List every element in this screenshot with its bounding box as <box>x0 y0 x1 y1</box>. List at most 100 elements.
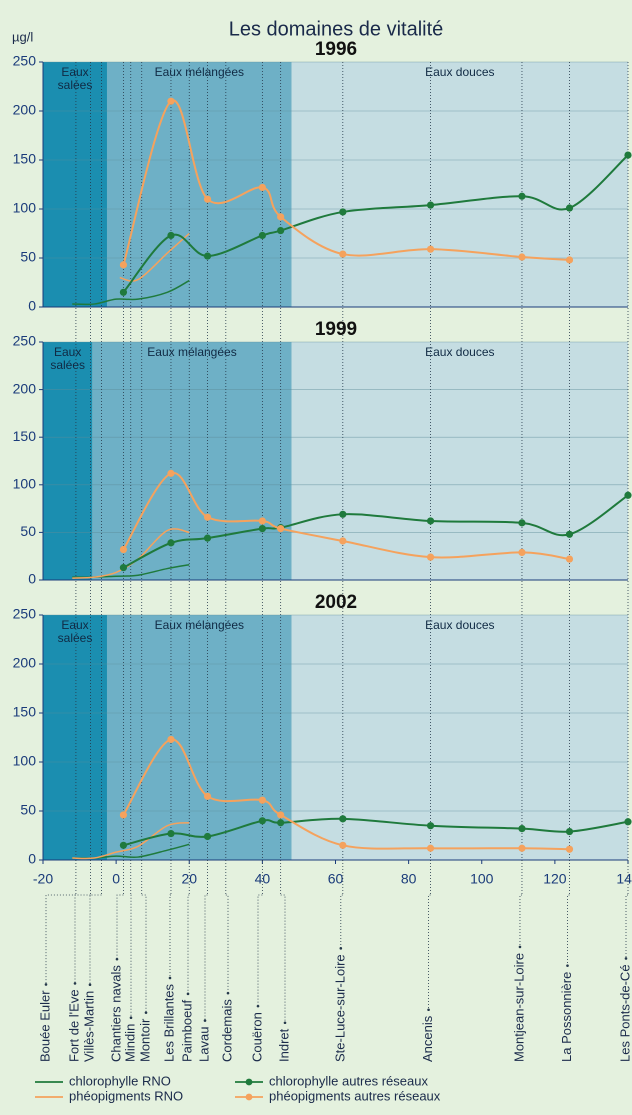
y-tick-label: 150 <box>13 428 37 444</box>
zone-label-box: Eaux douces <box>425 66 495 79</box>
station-label: Les Brillantes <box>161 983 176 1062</box>
x-tick-label: 120 <box>543 871 567 887</box>
point <box>565 827 574 836</box>
zone <box>291 615 628 860</box>
zone-label-box: Eaux salées <box>58 66 93 92</box>
chart-title: Les domaines de vitalité <box>229 18 444 40</box>
y-tick-label: 50 <box>20 802 36 818</box>
station-dot <box>44 983 48 986</box>
point <box>339 537 347 545</box>
zone-label: Eaux douces <box>425 66 495 79</box>
point <box>339 815 347 823</box>
x-tick-label: 80 <box>401 871 417 887</box>
point <box>518 844 526 852</box>
point <box>119 288 128 296</box>
station-label: Montoir <box>137 1018 152 1062</box>
station-dot <box>129 1016 133 1020</box>
point <box>426 844 435 852</box>
x-tick-label: 140 <box>616 871 632 887</box>
station-dot <box>518 945 522 949</box>
y-tick-label: 200 <box>13 380 37 396</box>
point <box>119 564 128 572</box>
zone <box>43 615 107 860</box>
panel-title: 1996 <box>315 39 357 60</box>
station-label: La Possonnière <box>559 972 574 1062</box>
y-tick-label: 150 <box>13 151 37 167</box>
x-tick-label: 100 <box>470 871 494 887</box>
y-tick-label: 0 <box>28 298 36 314</box>
station-label: Indret <box>276 1028 291 1062</box>
station-connector <box>204 894 208 1021</box>
point <box>203 534 212 542</box>
y-tick-label: 250 <box>13 53 37 69</box>
y-tick-label: 100 <box>13 476 37 492</box>
station-label: Montjean-sur-Loire <box>511 953 526 1062</box>
point <box>277 226 285 235</box>
point <box>258 231 266 240</box>
legend-marker <box>245 1093 253 1101</box>
point <box>339 250 347 258</box>
series-line <box>72 279 190 306</box>
zone <box>291 342 628 580</box>
series-line <box>123 817 629 847</box>
zone-label: Eaux douces <box>425 346 495 359</box>
zone-label: Eaux mélangées <box>154 619 244 632</box>
point <box>518 519 526 527</box>
point <box>518 548 526 556</box>
point <box>203 792 212 800</box>
series-line <box>122 154 629 293</box>
point <box>203 195 212 203</box>
station-dot <box>256 1004 260 1008</box>
station-dot <box>73 982 77 985</box>
y-tick-label: 0 <box>28 851 36 867</box>
y-tick-label: 100 <box>13 753 37 769</box>
legend-label: chlorophylle RNO <box>69 1073 171 1088</box>
point <box>565 555 574 563</box>
series-line <box>119 232 190 282</box>
station-connector <box>89 894 102 985</box>
station-connector <box>45 894 76 985</box>
y-tick-label: 250 <box>13 606 37 622</box>
station-connector <box>187 894 190 994</box>
point <box>277 213 285 221</box>
point <box>426 245 435 253</box>
station-connector <box>519 894 522 947</box>
station-connector <box>116 894 124 960</box>
station-connector <box>74 894 91 984</box>
station-connector <box>225 894 229 994</box>
station-connector <box>257 894 263 1007</box>
point <box>167 469 175 477</box>
x-tick-label: -20 <box>33 871 53 887</box>
station-label: Fort de l'Eve <box>66 989 81 1062</box>
point <box>119 261 128 269</box>
point <box>258 517 266 525</box>
station-label: Lavau <box>196 1027 211 1062</box>
station-dot <box>624 957 628 960</box>
point <box>426 553 435 561</box>
point <box>167 231 175 240</box>
point <box>277 524 285 533</box>
station-connector <box>169 894 171 978</box>
point <box>624 151 632 159</box>
series-line <box>72 822 190 860</box>
y-tick-label: 50 <box>20 249 36 265</box>
station-dot <box>339 947 343 950</box>
legend-label: phéopigments RNO <box>69 1088 183 1103</box>
station-label: Ancenis <box>420 1015 435 1062</box>
point <box>339 841 347 849</box>
legend-marker <box>245 1078 253 1086</box>
point <box>518 192 526 200</box>
station-dot <box>115 957 119 961</box>
y-tick-label: 200 <box>13 655 37 671</box>
station-label: Paimboeuf <box>179 999 194 1062</box>
point <box>167 539 175 547</box>
station-dot <box>283 1021 287 1025</box>
zone-label-box: Eaux mélangées <box>154 619 244 632</box>
station-connector <box>625 894 628 959</box>
station-label: Villès-Martin <box>81 991 96 1062</box>
station-dot <box>88 983 92 987</box>
point <box>258 183 266 192</box>
point <box>119 545 128 554</box>
zone-label-box: Eaux salées <box>50 346 85 372</box>
